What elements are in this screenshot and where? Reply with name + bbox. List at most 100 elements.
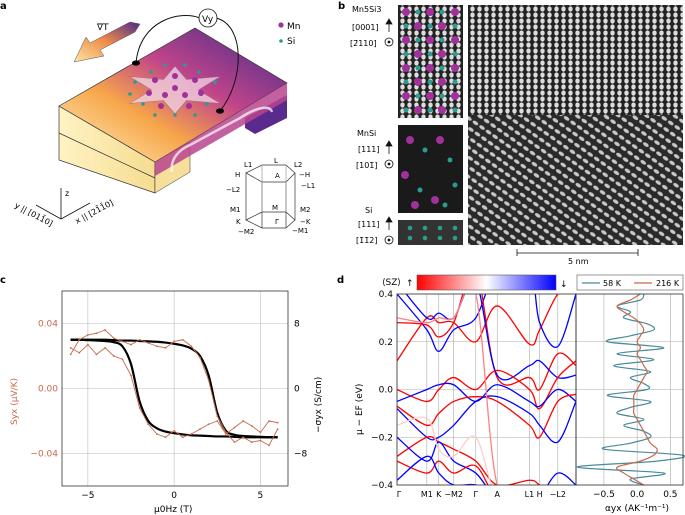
bz-label-minus-L2: −L2 (226, 186, 240, 194)
data-point (259, 431, 262, 434)
data-point (224, 433, 227, 435)
data-point (181, 436, 184, 439)
band-line (397, 436, 576, 485)
si-atom (427, 107, 433, 113)
band-line (397, 294, 576, 352)
band-line (397, 294, 498, 485)
y-tick-label-left: 0.04 (38, 320, 58, 330)
series-line-upper-right (70, 338, 278, 439)
y-axis-label-left: Syx (μV/K) (10, 378, 20, 425)
y-tick-label: 0.0 (379, 386, 394, 396)
colorbar-up-arrow: ↑ (406, 279, 414, 289)
data-point (121, 340, 124, 343)
data-point (199, 356, 201, 359)
micrograph-interface-bottom (468, 115, 683, 245)
data-point (164, 346, 167, 349)
data-point (250, 424, 253, 427)
band-line (397, 294, 576, 391)
alpha-line-58K (576, 293, 685, 486)
wire-right (215, 17, 239, 112)
data-point (242, 436, 245, 439)
bz-label-L1: L1 (244, 161, 252, 169)
out-of-plane-icon (384, 159, 394, 169)
layer-divider (58, 132, 156, 179)
bz-label-M2: M2 (300, 206, 311, 214)
wire-left (135, 15, 201, 64)
si-atom (452, 182, 458, 188)
si-atom (427, 23, 433, 29)
direction-up-label: [111] (358, 145, 380, 154)
panel-b-micrographs: Mn5Si3 [0001] [2̄110] MnSi [111] [101̄] … (350, 5, 683, 266)
y-tick-label-right: −8 (294, 450, 308, 460)
legend-216k-label: 216 K (656, 279, 680, 288)
k-point-label: A (494, 490, 500, 499)
si-atom (403, 51, 409, 57)
si-atom (447, 157, 453, 163)
si-atom (452, 235, 458, 241)
k-point-label: L1 (525, 490, 535, 499)
direction-up-label: [111] (358, 220, 380, 229)
si-atom (437, 225, 443, 231)
k-point-label: Γ (474, 490, 479, 499)
data-point (181, 338, 184, 341)
mn-atom (414, 78, 422, 86)
x-tick-label: −0.5 (593, 490, 615, 500)
x-axis-label: μ0Hz (T) (154, 505, 192, 515)
mn-atom (401, 171, 409, 179)
bz-label-H: H (235, 171, 240, 179)
mn-atom (411, 201, 419, 209)
si-atom (452, 107, 458, 113)
micrograph-interface-top (468, 5, 683, 115)
panel-label-b: b (338, 1, 345, 12)
si-atom (415, 93, 421, 99)
data-point (138, 407, 141, 409)
y-tick-label-right: 8 (294, 320, 300, 330)
si-atom (452, 23, 458, 29)
data-point (104, 329, 107, 331)
bz-label-Gamma: Γ (275, 218, 279, 226)
band-line (397, 393, 576, 439)
si-atom (422, 235, 428, 241)
data-point (216, 420, 219, 422)
arrow-head-icon (385, 18, 393, 25)
si-atom (439, 37, 445, 43)
data-point (199, 428, 201, 431)
y-tick-label-right: 0 (294, 385, 300, 395)
si-atom (439, 93, 445, 99)
data-point (276, 428, 279, 431)
bz-label-A: A (275, 172, 280, 180)
mn-atom (426, 64, 434, 72)
data-point (268, 444, 270, 447)
micrograph-si (398, 220, 463, 245)
k-point-label: −M2 (444, 490, 463, 499)
data-point (155, 433, 158, 435)
coordinate-axes (35, 188, 91, 220)
k-point-label: M1 (421, 490, 433, 499)
spin-colorbar (416, 274, 557, 291)
y-tick-label: −0.2 (371, 433, 393, 443)
bz-labels: L L1 L2 H −H −L2 −L1 A M Γ M1 M2 K −K −M… (226, 157, 315, 236)
si-atom (427, 79, 433, 85)
si-atom (439, 9, 445, 15)
mn-atom (451, 8, 459, 16)
mn-atom (451, 92, 459, 100)
voltage-label: Vy (202, 15, 214, 25)
data-point (95, 353, 98, 356)
mn-atom (438, 50, 446, 58)
y-axis-label: μ − EF (eV) (355, 384, 365, 435)
x-tick-label: 5 (258, 491, 264, 501)
mn-atom (431, 196, 439, 204)
direction-out-label: [101̄] (356, 161, 378, 170)
out-of-plane-dot-icon (387, 162, 391, 166)
data-point (233, 426, 236, 429)
data-point (268, 420, 270, 422)
bz-label-M: M (272, 204, 278, 212)
panel-label-a: a (0, 1, 7, 12)
data-point (233, 441, 236, 444)
voltmeter-icon (198, 8, 218, 28)
data-point (155, 345, 158, 348)
data-point (112, 355, 115, 357)
kagome-lattice (128, 63, 222, 117)
data-point (130, 343, 132, 346)
panel-d-chart: ⟨SZ⟩ ↑ ↓ 58 K 216 K Γ M1 K −M2 Γ A L1 H −L2 0.4 0.… (355, 274, 685, 514)
